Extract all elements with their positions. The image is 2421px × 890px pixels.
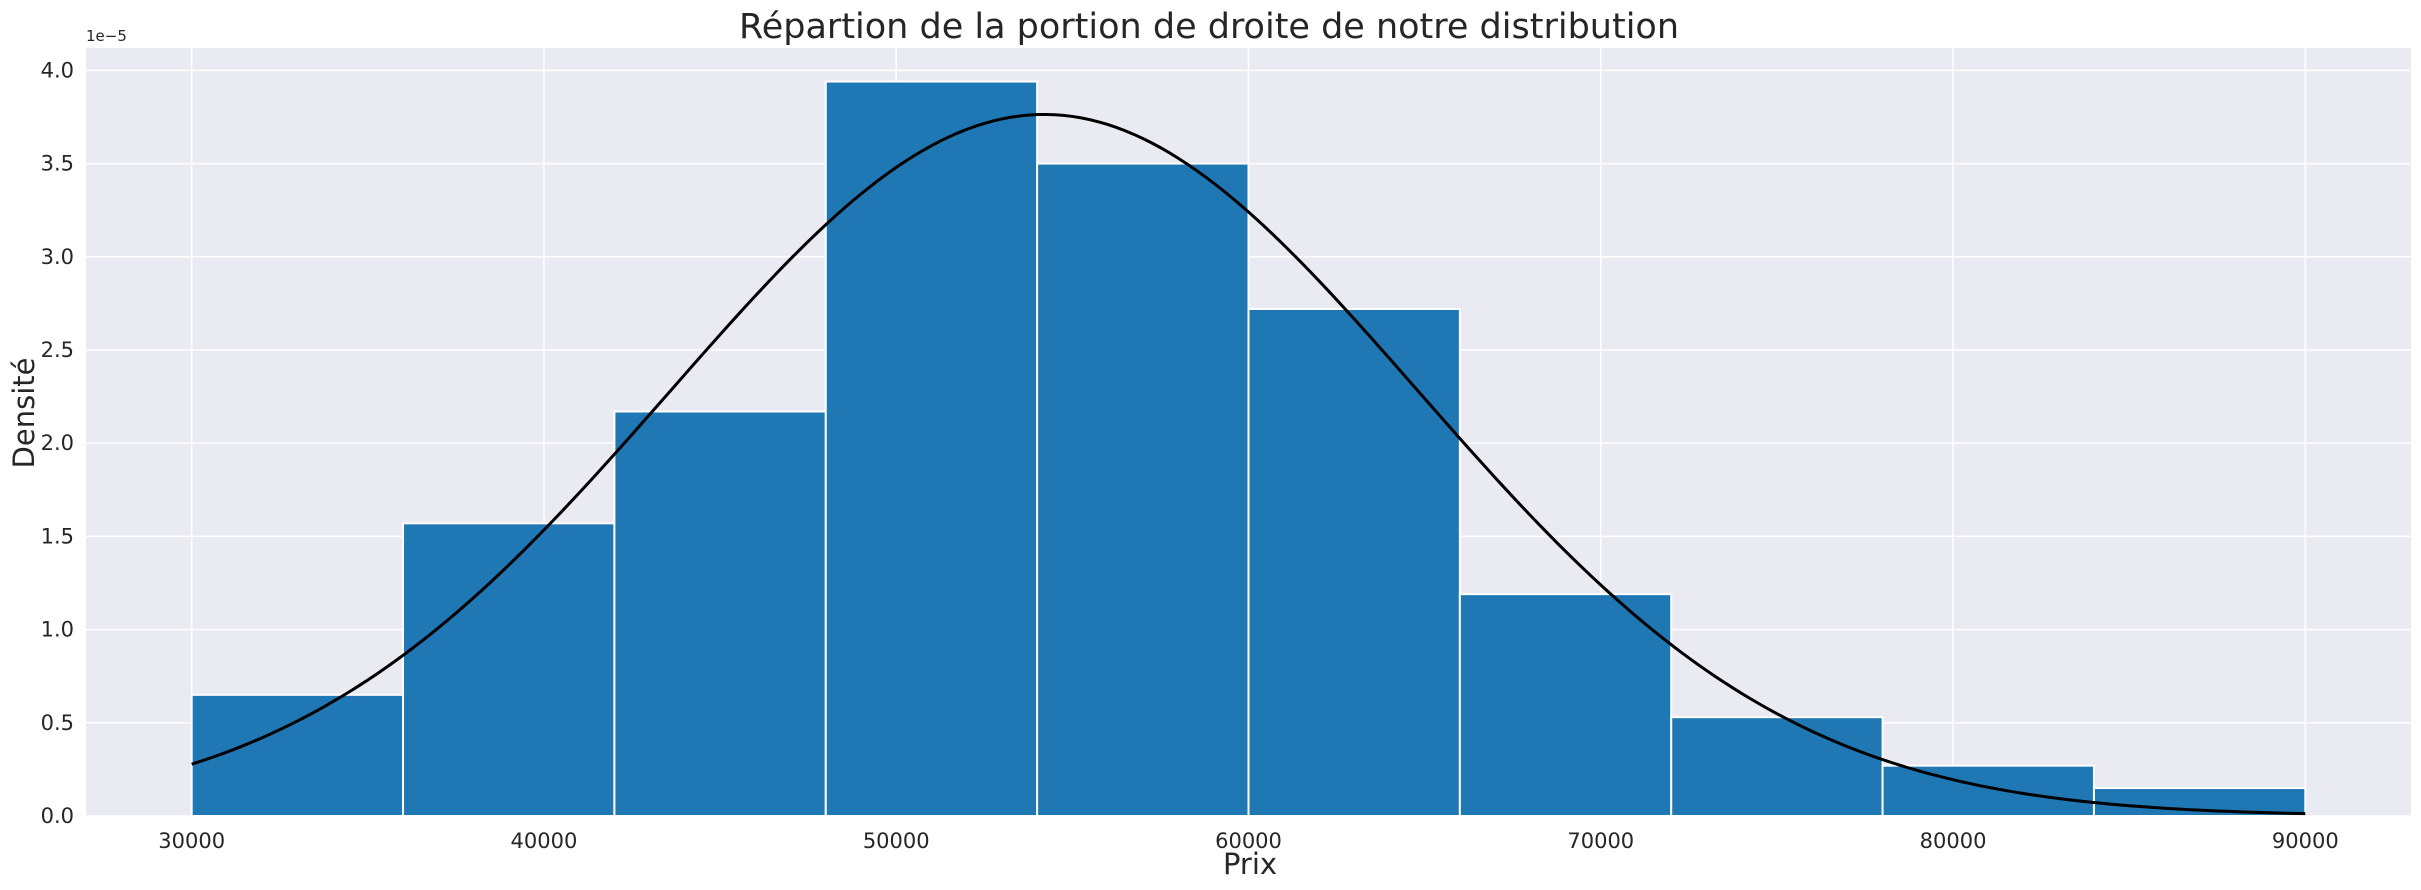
x-tick-label: 50000 [863, 829, 930, 853]
histogram-bar-6 [1247, 307, 1461, 817]
y-tick-label: 0.0 [41, 804, 74, 828]
x-tick-label: 70000 [1567, 829, 1634, 853]
y-axis-ticks: 0.0 0.5 1.0 1.5 2.0 2.5 3.0 3.5 4.0 [41, 58, 74, 828]
histogram-bar-5 [1036, 162, 1250, 817]
histogram-bar-3 [613, 410, 827, 817]
x-tick-label: 90000 [2272, 829, 2339, 853]
x-tick-label: 80000 [1920, 829, 1987, 853]
x-axis-ticks: 30000 40000 50000 60000 70000 80000 90000 [158, 829, 2338, 853]
histogram-bar-7 [1458, 593, 1673, 817]
histogram-bar-4 [824, 80, 1039, 817]
histogram-bar-1 [190, 693, 405, 818]
y-tick-label: 3.0 [41, 245, 74, 269]
x-tick-label: 60000 [1215, 829, 1282, 853]
y-tick-label: 2.0 [41, 431, 74, 455]
chart-title: Répartion de la portion de droite de not… [739, 7, 1679, 47]
x-tick-label: 40000 [511, 829, 578, 853]
y-tick-label: 1.0 [41, 618, 74, 642]
y-axis-offset-label: 1e−5 [86, 27, 127, 45]
y-tick-label: 1.5 [41, 524, 74, 548]
y-tick-label: 4.0 [41, 58, 74, 82]
histogram-bar-2 [402, 522, 616, 817]
x-axis-label: Prix [1223, 847, 1277, 881]
y-tick-label: 2.5 [41, 338, 74, 362]
y-tick-label: 3.5 [41, 152, 74, 176]
histogram-bars [190, 80, 2307, 818]
y-axis-label: Densité [7, 358, 41, 469]
y-tick-label: 0.5 [41, 711, 74, 735]
histogram-bar-9 [1881, 764, 2095, 818]
x-tick-label: 30000 [158, 829, 225, 853]
histogram-bar-8 [1670, 716, 1884, 817]
density-curve [191, 112, 2306, 816]
